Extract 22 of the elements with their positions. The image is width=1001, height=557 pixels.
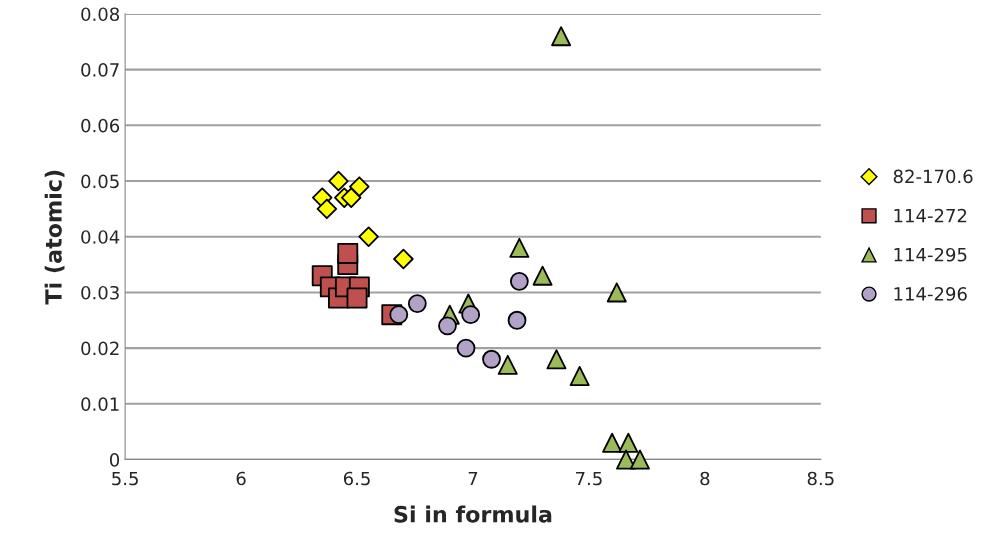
x-tick-label: 8 [700, 471, 710, 486]
x-tick-label: 7 [468, 471, 478, 486]
x-tick-label: 5.5 [112, 471, 138, 486]
legend-label: 114-295 [894, 247, 967, 262]
legend-label: 114-296 [894, 287, 967, 301]
legend-label: 114-272 [894, 208, 967, 223]
y-tick-label: 0.02 [81, 341, 119, 356]
y-tick-label: 0.03 [81, 285, 119, 300]
x-tick-label: 8.5 [807, 471, 834, 486]
y-tick-label: 0 [109, 452, 120, 467]
y-tick-label: 0.06 [81, 118, 120, 133]
y-tick-label: 0.01 [81, 397, 119, 411]
x-tick-label: 6 [236, 471, 246, 486]
y-axis-title: Ti (atomic) [44, 170, 65, 305]
x-tick-label: 7.5 [576, 471, 602, 486]
legend-label: 82-170.6 [893, 169, 973, 184]
y-tick-label: 0.04 [81, 230, 120, 244]
x-tick-label: 6.5 [343, 471, 370, 486]
y-tick-label: 0.05 [81, 174, 119, 189]
y-tick-label: 0.07 [81, 63, 119, 77]
x-axis-title: Si in formula [394, 505, 552, 523]
y-tick-label: 0.08 [81, 7, 120, 22]
